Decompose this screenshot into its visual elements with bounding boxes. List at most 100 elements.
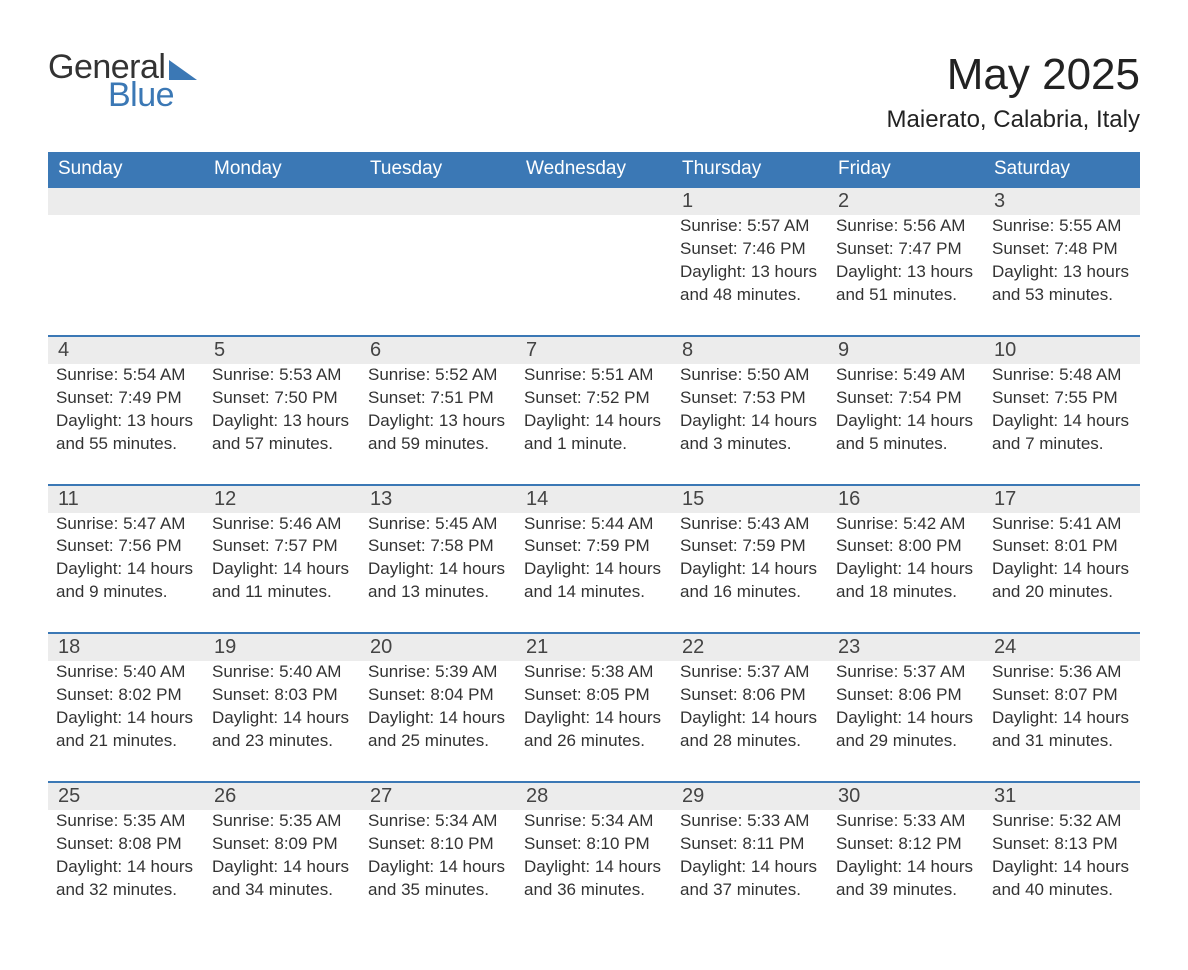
day-cell	[516, 215, 672, 336]
sunset-line: Sunset: 8:06 PM	[836, 684, 976, 707]
title-block: May 2025 Maierato, Calabria, Italy	[887, 50, 1140, 134]
dayhead-tuesday: Tuesday	[360, 152, 516, 187]
sunset-line: Sunset: 7:58 PM	[368, 535, 508, 558]
daylight-line: Daylight: 14 hours and 20 minutes.	[992, 558, 1132, 604]
sunrise-line: Sunrise: 5:34 AM	[368, 810, 508, 833]
daylight-line: Daylight: 14 hours and 31 minutes.	[992, 707, 1132, 753]
day-cell	[48, 215, 204, 336]
week-content-row: Sunrise: 5:40 AMSunset: 8:02 PMDaylight:…	[48, 661, 1140, 782]
day-cell: Sunrise: 5:37 AMSunset: 8:06 PMDaylight:…	[672, 661, 828, 782]
day-cell: Sunrise: 5:35 AMSunset: 8:09 PMDaylight:…	[204, 810, 360, 930]
day-number: 1	[672, 187, 828, 215]
sunset-line: Sunset: 8:12 PM	[836, 833, 976, 856]
day-number: 31	[984, 782, 1140, 810]
daylight-line: Daylight: 14 hours and 21 minutes.	[56, 707, 196, 753]
day-number: 20	[360, 633, 516, 661]
day-cell: Sunrise: 5:40 AMSunset: 8:03 PMDaylight:…	[204, 661, 360, 782]
sunrise-line: Sunrise: 5:46 AM	[212, 513, 352, 536]
dayhead-friday: Friday	[828, 152, 984, 187]
daylight-line: Daylight: 13 hours and 59 minutes.	[368, 410, 508, 456]
week-content-row: Sunrise: 5:54 AMSunset: 7:49 PMDaylight:…	[48, 364, 1140, 485]
week-number-row: 11121314151617	[48, 485, 1140, 513]
day-number: 11	[48, 485, 204, 513]
day-cell: Sunrise: 5:51 AMSunset: 7:52 PMDaylight:…	[516, 364, 672, 485]
sunset-line: Sunset: 7:56 PM	[56, 535, 196, 558]
calendar-table: Sunday Monday Tuesday Wednesday Thursday…	[48, 152, 1140, 930]
week-number-row: 123	[48, 187, 1140, 215]
sunrise-line: Sunrise: 5:45 AM	[368, 513, 508, 536]
day-cell: Sunrise: 5:39 AMSunset: 8:04 PMDaylight:…	[360, 661, 516, 782]
week-content-row: Sunrise: 5:35 AMSunset: 8:08 PMDaylight:…	[48, 810, 1140, 930]
sunrise-line: Sunrise: 5:44 AM	[524, 513, 664, 536]
sunset-line: Sunset: 8:13 PM	[992, 833, 1132, 856]
daylight-line: Daylight: 14 hours and 9 minutes.	[56, 558, 196, 604]
day-cell: Sunrise: 5:45 AMSunset: 7:58 PMDaylight:…	[360, 513, 516, 634]
daylight-line: Daylight: 14 hours and 23 minutes.	[212, 707, 352, 753]
sunset-line: Sunset: 7:55 PM	[992, 387, 1132, 410]
day-cell: Sunrise: 5:57 AMSunset: 7:46 PMDaylight:…	[672, 215, 828, 336]
sunset-line: Sunset: 8:07 PM	[992, 684, 1132, 707]
day-number: 3	[984, 187, 1140, 215]
daylight-line: Daylight: 13 hours and 55 minutes.	[56, 410, 196, 456]
dayhead-saturday: Saturday	[984, 152, 1140, 187]
sunset-line: Sunset: 7:52 PM	[524, 387, 664, 410]
day-cell: Sunrise: 5:47 AMSunset: 7:56 PMDaylight:…	[48, 513, 204, 634]
day-number: 8	[672, 336, 828, 364]
empty-day-number	[204, 187, 360, 215]
sunrise-line: Sunrise: 5:55 AM	[992, 215, 1132, 238]
day-number: 16	[828, 485, 984, 513]
day-number: 21	[516, 633, 672, 661]
daylight-line: Daylight: 14 hours and 26 minutes.	[524, 707, 664, 753]
daylight-line: Daylight: 14 hours and 32 minutes.	[56, 856, 196, 902]
daylight-line: Daylight: 14 hours and 35 minutes.	[368, 856, 508, 902]
empty-day-number	[360, 187, 516, 215]
day-cell	[204, 215, 360, 336]
day-cell: Sunrise: 5:40 AMSunset: 8:02 PMDaylight:…	[48, 661, 204, 782]
day-number: 10	[984, 336, 1140, 364]
daylight-line: Daylight: 13 hours and 51 minutes.	[836, 261, 976, 307]
daylight-line: Daylight: 14 hours and 3 minutes.	[680, 410, 820, 456]
daylight-line: Daylight: 14 hours and 14 minutes.	[524, 558, 664, 604]
day-number: 18	[48, 633, 204, 661]
sunset-line: Sunset: 8:10 PM	[368, 833, 508, 856]
daylight-line: Daylight: 14 hours and 37 minutes.	[680, 856, 820, 902]
day-cell: Sunrise: 5:55 AMSunset: 7:48 PMDaylight:…	[984, 215, 1140, 336]
sunset-line: Sunset: 7:54 PM	[836, 387, 976, 410]
sunrise-line: Sunrise: 5:51 AM	[524, 364, 664, 387]
daylight-line: Daylight: 14 hours and 25 minutes.	[368, 707, 508, 753]
sunrise-line: Sunrise: 5:47 AM	[56, 513, 196, 536]
empty-day-number	[516, 187, 672, 215]
week-content-row: Sunrise: 5:47 AMSunset: 7:56 PMDaylight:…	[48, 513, 1140, 634]
sunset-line: Sunset: 7:57 PM	[212, 535, 352, 558]
sunset-line: Sunset: 8:00 PM	[836, 535, 976, 558]
empty-day-number	[48, 187, 204, 215]
day-cell: Sunrise: 5:54 AMSunset: 7:49 PMDaylight:…	[48, 364, 204, 485]
daylight-line: Daylight: 13 hours and 53 minutes.	[992, 261, 1132, 307]
daylight-line: Daylight: 14 hours and 16 minutes.	[680, 558, 820, 604]
day-cell: Sunrise: 5:33 AMSunset: 8:12 PMDaylight:…	[828, 810, 984, 930]
sunrise-line: Sunrise: 5:38 AM	[524, 661, 664, 684]
day-number: 17	[984, 485, 1140, 513]
day-number: 5	[204, 336, 360, 364]
daylight-line: Daylight: 14 hours and 7 minutes.	[992, 410, 1132, 456]
day-number: 4	[48, 336, 204, 364]
sunset-line: Sunset: 8:11 PM	[680, 833, 820, 856]
sunset-line: Sunset: 8:03 PM	[212, 684, 352, 707]
day-cell: Sunrise: 5:34 AMSunset: 8:10 PMDaylight:…	[360, 810, 516, 930]
daylight-line: Daylight: 14 hours and 18 minutes.	[836, 558, 976, 604]
day-cell: Sunrise: 5:32 AMSunset: 8:13 PMDaylight:…	[984, 810, 1140, 930]
sunrise-line: Sunrise: 5:54 AM	[56, 364, 196, 387]
sunrise-line: Sunrise: 5:43 AM	[680, 513, 820, 536]
day-cell: Sunrise: 5:46 AMSunset: 7:57 PMDaylight:…	[204, 513, 360, 634]
sunset-line: Sunset: 8:02 PM	[56, 684, 196, 707]
daylight-line: Daylight: 14 hours and 29 minutes.	[836, 707, 976, 753]
sunset-line: Sunset: 7:48 PM	[992, 238, 1132, 261]
day-cell: Sunrise: 5:52 AMSunset: 7:51 PMDaylight:…	[360, 364, 516, 485]
sunrise-line: Sunrise: 5:36 AM	[992, 661, 1132, 684]
calendar-body: 123Sunrise: 5:57 AMSunset: 7:46 PMDaylig…	[48, 187, 1140, 930]
sunset-line: Sunset: 7:59 PM	[680, 535, 820, 558]
day-cell: Sunrise: 5:38 AMSunset: 8:05 PMDaylight:…	[516, 661, 672, 782]
day-number: 25	[48, 782, 204, 810]
sunset-line: Sunset: 7:51 PM	[368, 387, 508, 410]
day-cell: Sunrise: 5:56 AMSunset: 7:47 PMDaylight:…	[828, 215, 984, 336]
